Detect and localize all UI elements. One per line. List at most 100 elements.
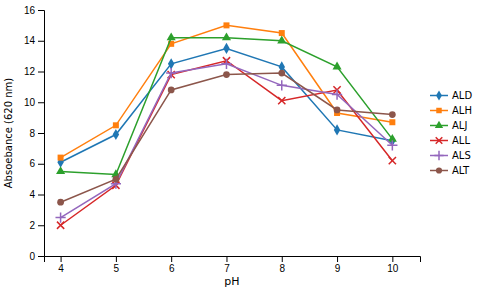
y-tick-mark: [38, 72, 44, 73]
x-tick: 4: [58, 256, 64, 274]
series-line: [61, 25, 393, 157]
x-tick-label: 9: [335, 263, 341, 274]
series-marker: [113, 129, 119, 140]
x-tick-mark: [337, 256, 338, 262]
y-tick-label: 10: [24, 97, 36, 108]
series-line: [61, 38, 393, 175]
x-tick: 6: [169, 256, 175, 274]
y-tick-mark: [38, 10, 44, 11]
series-marker: [56, 166, 65, 174]
x-tick-label: 6: [169, 263, 175, 274]
series: [56, 32, 397, 177]
series-marker: [166, 68, 176, 78]
series-marker: [55, 212, 65, 222]
legend-label: ALD: [452, 90, 472, 101]
series: [57, 70, 396, 206]
x-tick-mark: [171, 256, 172, 262]
legend-swatch-marker: [436, 90, 442, 100]
x-tick-label: 8: [279, 263, 285, 274]
plot: 4 5 6 7 8 9 100 2 4 6 8 10 12 14 16 pH Absoebance (620 n…: [3, 5, 421, 288]
legend-item: ALH: [430, 105, 472, 116]
series-marker: [389, 157, 396, 164]
y-axis: 0 2 4 6 8 10 12 14 16: [24, 5, 45, 262]
series-marker: [168, 87, 175, 94]
y-tick-label: 14: [24, 35, 36, 46]
series-marker: [222, 32, 231, 40]
series: [55, 59, 397, 223]
legend-label: ALT: [452, 165, 470, 176]
y-axis-title: Absoebance (620 nm): [3, 78, 14, 189]
x-tick: 9: [335, 256, 341, 274]
y-tick-label: 12: [24, 66, 36, 77]
series-marker: [389, 119, 395, 125]
series-marker: [334, 107, 341, 114]
y-tick: 8: [29, 128, 44, 139]
y-tick-mark: [38, 102, 44, 103]
series-marker: [113, 122, 119, 128]
series-marker: [387, 140, 397, 150]
series-marker: [223, 43, 229, 54]
x-axis-title: pH: [224, 275, 239, 288]
legend-item: ALJ: [430, 120, 467, 131]
y-axis-line: [38, 11, 45, 257]
series-marker: [332, 89, 342, 99]
legend-label: ALS: [452, 150, 471, 161]
series: [57, 57, 396, 229]
marks: [55, 22, 397, 229]
y-tick: 4: [29, 189, 44, 200]
x-axis: 45678910: [45, 256, 421, 274]
y-tick-label: 2: [29, 220, 35, 231]
legend-label: ALH: [452, 105, 472, 116]
y-tick-mark: [38, 195, 44, 196]
legend-swatch-marker: [436, 137, 443, 144]
series-line: [61, 48, 393, 162]
y-tick-mark: [38, 133, 44, 134]
y-tick: 10: [24, 97, 44, 108]
legend-item: ALD: [430, 90, 472, 101]
y-tick-mark: [38, 41, 44, 42]
series-marker: [221, 59, 231, 69]
legend-swatch-marker: [435, 121, 443, 128]
legend: ALD ALH ALJ ALL ALS ALT: [430, 90, 472, 176]
series-marker: [334, 124, 340, 135]
series-marker: [332, 62, 341, 70]
series: [58, 22, 396, 160]
x-tick: 5: [114, 256, 120, 274]
y-tick-label: 16: [24, 5, 36, 16]
series-marker: [58, 155, 64, 161]
series-marker: [57, 199, 64, 206]
x-tick-label: 5: [114, 263, 120, 274]
y-tick: 12: [24, 66, 44, 77]
series-marker: [389, 111, 396, 118]
legend-swatch-marker: [434, 151, 443, 160]
y-tick: 0: [29, 251, 44, 262]
series-marker: [278, 70, 285, 77]
y-tick: 14: [24, 35, 44, 46]
y-tick-mark: [38, 225, 44, 226]
series-line: [61, 64, 393, 218]
legend-item: ALT: [430, 165, 470, 176]
x-axis-line: [45, 257, 421, 263]
y-tick-label: 4: [29, 189, 35, 200]
x-tick-mark: [282, 256, 283, 262]
x-tick: 8: [279, 256, 285, 274]
series-marker: [277, 80, 287, 90]
series: [57, 43, 395, 168]
series-marker: [168, 58, 174, 69]
series-marker: [277, 35, 286, 43]
legend-label: ALL: [452, 135, 470, 146]
x-tick-mark: [61, 256, 62, 262]
series-line: [61, 73, 393, 202]
x-tick-label: 7: [224, 263, 230, 274]
x-tick-label: 4: [58, 263, 64, 274]
series-marker: [223, 22, 229, 28]
series-marker: [223, 71, 230, 78]
x-tick-mark: [392, 256, 393, 262]
y-tick: 2: [29, 220, 44, 231]
legend-item: ALL: [430, 135, 470, 146]
series-marker: [279, 30, 285, 36]
series-marker: [57, 222, 64, 229]
legend-item: ALS: [430, 150, 471, 161]
y-tick: 16: [24, 5, 44, 16]
y-tick-label: 6: [29, 158, 35, 169]
